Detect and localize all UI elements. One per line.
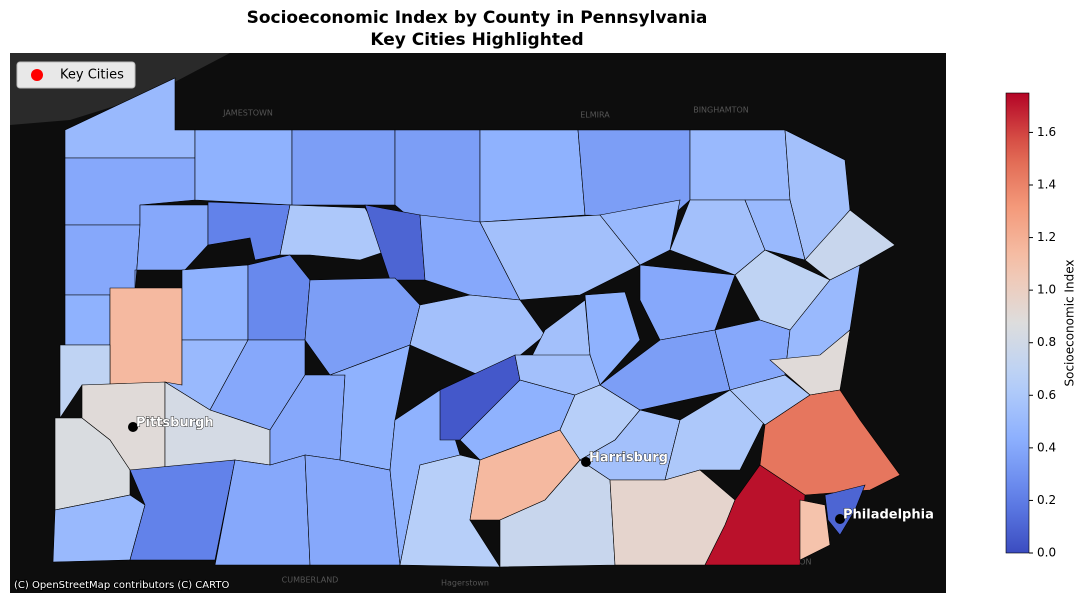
colorbar-tick-label: 1.0 — [1037, 283, 1056, 297]
county — [304, 454, 401, 566]
county — [194, 129, 293, 206]
legend-box — [16, 61, 136, 89]
basemap-label: Hagerstown — [441, 579, 489, 588]
county — [109, 287, 183, 386]
attribution: (C) OpenStreetMap contributors (C) CARTO — [14, 580, 229, 591]
colorbar-tick-label: 1.6 — [1037, 125, 1056, 139]
county — [577, 129, 691, 219]
county — [129, 459, 236, 561]
city-label: Pittsburgh — [136, 416, 214, 431]
basemap-label: CUMBERLAND — [282, 576, 339, 585]
colorbar-label: Socioeconomic Index — [1063, 260, 1077, 387]
county — [181, 264, 249, 341]
city-label: Philadelphia — [843, 508, 934, 523]
county — [769, 329, 851, 396]
county — [479, 214, 641, 301]
city-marker — [835, 514, 845, 524]
basemap-label: BINGHAMTON — [693, 106, 749, 115]
colorbar-tick-label: 1.4 — [1037, 178, 1056, 192]
county — [584, 291, 641, 386]
legend-label: Key Cities — [60, 68, 124, 83]
county — [759, 389, 901, 496]
basemap-label: ELMIRA — [580, 111, 610, 120]
county — [689, 129, 791, 201]
city-marker — [581, 457, 591, 467]
colorbar-tick-label: 0.0 — [1037, 546, 1056, 560]
colorbar-tick-label: 0.2 — [1037, 493, 1056, 507]
map-title: Socioeconomic Index by County in Pennsyl… — [247, 8, 708, 28]
colorbar-tick-label: 0.6 — [1037, 388, 1056, 402]
legend-marker — [31, 69, 43, 81]
county — [64, 294, 111, 346]
basemap-label: JAMESTOWN — [222, 109, 273, 118]
colorbar-tick-label: 0.8 — [1037, 335, 1056, 349]
county — [64, 224, 141, 296]
county — [279, 204, 391, 261]
county — [804, 209, 896, 281]
county — [291, 129, 396, 206]
city-label: Harrisburg — [589, 451, 668, 466]
county — [479, 129, 586, 223]
map-subtitle: Key Cities Highlighted — [370, 30, 583, 50]
colorbar-tick-label: 1.2 — [1037, 230, 1056, 244]
county — [799, 499, 831, 561]
colorbar-tick-label: 0.4 — [1037, 440, 1056, 454]
colorbar — [1005, 92, 1030, 554]
county — [824, 484, 866, 536]
city-marker — [128, 422, 138, 432]
